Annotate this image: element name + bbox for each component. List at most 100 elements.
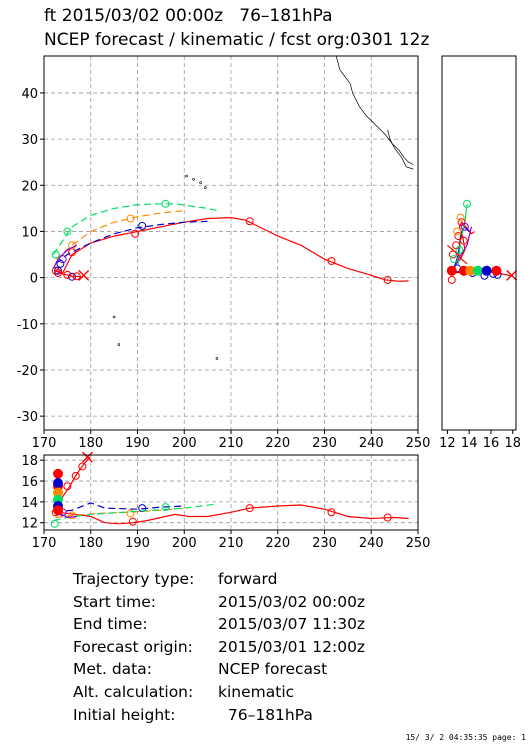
marker-green bbox=[161, 503, 170, 512]
info-value: NCEP forecast bbox=[218, 660, 328, 679]
marker-red bbox=[72, 272, 81, 281]
baja-coastline bbox=[387, 129, 414, 170]
x-tick-label: 240 bbox=[359, 436, 384, 451]
x-tick-label: 250 bbox=[406, 536, 431, 551]
island-outline bbox=[192, 177, 195, 181]
marker-red bbox=[245, 504, 254, 513]
filled-marker-red bbox=[446, 265, 457, 276]
filled-marker-blue bbox=[53, 478, 64, 489]
x-tick-label: 200 bbox=[172, 436, 197, 451]
info-value: kinematic bbox=[218, 682, 295, 701]
series-line-orange bbox=[55, 210, 185, 260]
island-outline bbox=[203, 186, 207, 189]
x-tick-label: 210 bbox=[219, 536, 244, 551]
x-tick-label: 220 bbox=[265, 436, 290, 451]
x-tick-label: 14 bbox=[461, 436, 478, 451]
series-line-green bbox=[53, 503, 218, 522]
series-line-purple bbox=[52, 244, 77, 269]
marker-red bbox=[128, 517, 137, 526]
marker-red bbox=[383, 275, 392, 284]
marker-red bbox=[54, 269, 63, 278]
marker-red bbox=[447, 275, 456, 284]
series-line-blue bbox=[453, 225, 470, 269]
info-key: Forecast origin: bbox=[73, 637, 193, 656]
filled-marker-green bbox=[472, 265, 483, 276]
y-tick-label: 20 bbox=[21, 179, 38, 194]
series-line-red bbox=[55, 216, 409, 282]
info-value: forward bbox=[218, 570, 278, 588]
marker-purple bbox=[460, 222, 469, 231]
main-panel: 170 180 190 200 210 220 230 240 250 -30 -20 -10 0 10 2… bbox=[17, 55, 431, 451]
marker-green bbox=[50, 519, 59, 528]
filled-marker-red bbox=[53, 505, 64, 516]
marker-orange bbox=[68, 511, 77, 520]
y-tick-label: 16 bbox=[21, 475, 38, 490]
y-tick-label: 14 bbox=[21, 496, 38, 511]
marker-red bbox=[63, 270, 72, 279]
marker-red bbox=[327, 257, 336, 266]
marker-red bbox=[454, 232, 463, 241]
marker-purple bbox=[58, 255, 67, 264]
marker-orange bbox=[453, 227, 462, 236]
marker-red bbox=[327, 508, 336, 517]
x-tick-label: 230 bbox=[312, 536, 337, 551]
info-key: Trajectory type: bbox=[73, 570, 195, 588]
island-outline bbox=[215, 357, 219, 360]
x-tick-label: 230 bbox=[312, 436, 337, 451]
series-line-blue bbox=[55, 502, 185, 513]
series-line-blue bbox=[55, 220, 208, 265]
end-cross-marker bbox=[78, 269, 90, 281]
y-tick-label: 18 bbox=[21, 454, 38, 469]
trajectory-info: Trajectory type: forward Start time: 2015/… bbox=[73, 568, 365, 726]
y-tick-label: -10 bbox=[17, 318, 38, 333]
info-key: End time: bbox=[73, 615, 148, 634]
filled-marker-red bbox=[53, 468, 64, 479]
island-outline bbox=[199, 181, 202, 184]
filled-marker-blue bbox=[481, 265, 492, 276]
info-row-initial-height: Initial height: 76–181hPa bbox=[73, 704, 365, 727]
info-row-forecast-origin: Forecast origin: 2015/03/01 12:00z bbox=[73, 636, 365, 659]
marker-green bbox=[63, 227, 72, 236]
x-tick-label: 16 bbox=[483, 436, 500, 451]
marker-green bbox=[51, 250, 60, 259]
marker-blue bbox=[54, 266, 63, 275]
info-key: Start time: bbox=[73, 592, 157, 611]
info-key: Initial height: bbox=[73, 705, 176, 724]
x-tick-label: 170 bbox=[32, 436, 57, 451]
x-tick-label: 190 bbox=[125, 536, 150, 551]
end-cross-marker bbox=[506, 269, 518, 281]
marker-orange bbox=[126, 509, 135, 518]
info-value: 2015/03/07 11:30z bbox=[218, 615, 366, 634]
info-row-start-time: Start time: 2015/03/02 00:00z bbox=[73, 591, 365, 614]
side-panel: 12 14 16 18 bbox=[439, 55, 521, 451]
marker-green bbox=[449, 255, 458, 264]
x-tick-label: 170 bbox=[32, 536, 57, 551]
marker-red bbox=[63, 482, 72, 491]
bottom-panel: 170 180 190 200 210 220 230 240 250 12 14 16 18 bbox=[21, 451, 431, 551]
series-line-green bbox=[457, 203, 468, 264]
x-tick-label: 220 bbox=[265, 536, 290, 551]
info-key: Met. data: bbox=[73, 660, 152, 679]
info-row-met-data: Met. data: NCEP forecast bbox=[73, 658, 365, 681]
info-value: 76–181hPa bbox=[218, 705, 313, 724]
info-value: 2015/03/01 12:00z bbox=[218, 637, 366, 656]
footer-timestamp: 15/ 3/ 2 04:35:35 page: 1 bbox=[405, 733, 526, 742]
y-tick-label: 12 bbox=[21, 517, 38, 532]
y-tick-label: 40 bbox=[21, 87, 38, 102]
marker-blue bbox=[56, 259, 65, 268]
series-line-green bbox=[52, 203, 218, 255]
marker-red bbox=[131, 229, 140, 238]
marker-blue bbox=[138, 221, 147, 230]
marker-red bbox=[448, 250, 457, 259]
series-line-red bbox=[55, 504, 409, 525]
plot-frame bbox=[441, 55, 517, 431]
marker-orange bbox=[456, 213, 465, 222]
y-tick-label: -20 bbox=[17, 364, 38, 379]
series-line-red bbox=[54, 270, 82, 278]
x-tick-label: 240 bbox=[359, 536, 384, 551]
x-tick-label: 18 bbox=[504, 436, 521, 451]
x-tick-label: 250 bbox=[406, 436, 431, 451]
series-line-red bbox=[447, 244, 468, 265]
marker-green bbox=[463, 199, 472, 208]
